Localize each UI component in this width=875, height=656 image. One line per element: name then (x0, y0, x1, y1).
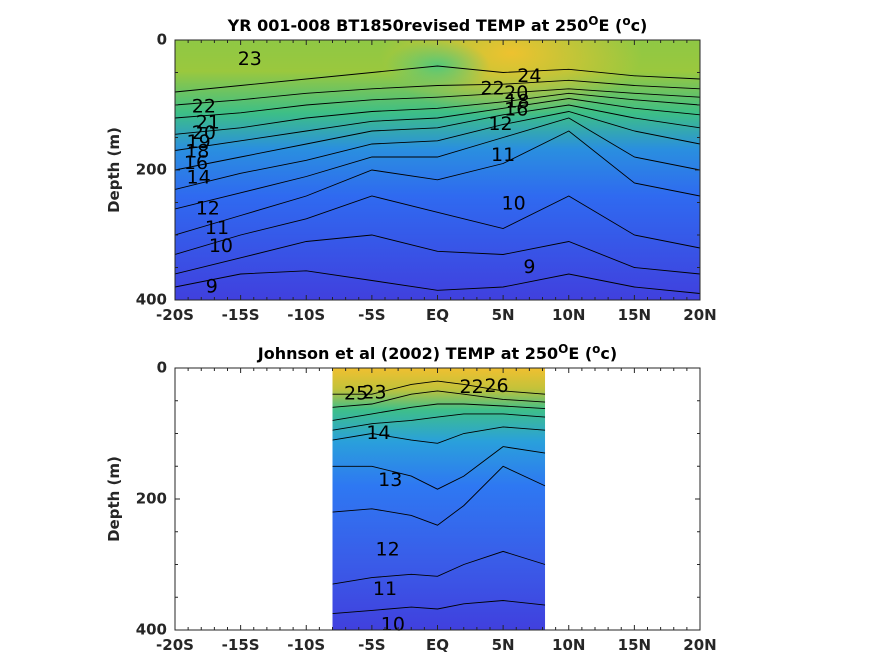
x-tick-label: 10N (552, 306, 585, 324)
contour-line (332, 413, 546, 431)
contour-label: 9 (206, 276, 218, 298)
contour-label: 21 (196, 112, 220, 134)
title-superscript: O (588, 14, 598, 28)
contour-label: 12 (376, 539, 400, 561)
x-tick-label: -15S (222, 636, 260, 654)
title-text: Johnson et al (2002) TEMP at 250 (257, 344, 558, 363)
x-tick-label: 5N (492, 636, 515, 654)
y-axis-label: Depth (m) (105, 127, 123, 213)
contour-line (332, 426, 546, 444)
contour-label: 18 (505, 90, 529, 112)
contour-line (332, 390, 546, 408)
x-tick-label: -5S (358, 306, 385, 324)
contour-label: 22 (460, 376, 484, 398)
y-tick-label: 400 (136, 621, 167, 639)
x-tick-label: -10S (287, 636, 325, 654)
contour-label: 10 (502, 192, 526, 214)
x-tick-label: -20S (156, 636, 194, 654)
title-text: YR 001-008 BT1850revised TEMP at 250 (227, 16, 589, 35)
y-tick-label: 0 (157, 359, 167, 377)
contour-line (175, 234, 700, 275)
contour-label: 10 (209, 235, 233, 257)
y-tick-label: 200 (136, 161, 167, 179)
contour-line (332, 380, 546, 395)
contour-label: 11 (491, 144, 515, 166)
x-tick-label: EQ (426, 636, 449, 654)
contour-line (175, 65, 700, 93)
contour-label: 19 (187, 131, 211, 153)
title-text-end: c) (600, 344, 617, 363)
title-text-mid: E ( (568, 344, 592, 363)
contour-label: 18 (185, 140, 209, 162)
contour-line (332, 446, 546, 490)
contour-line (175, 88, 700, 119)
chart-title: Johnson et al (2002) TEMP at 250OE (oc) (257, 342, 617, 363)
x-tick-label: 10N (552, 636, 585, 654)
x-tick-label: -10S (287, 306, 325, 324)
contour-label: 25 (344, 383, 368, 405)
contour-label: 22 (481, 77, 505, 99)
contour-label: 20 (504, 82, 528, 104)
y-tick-label: 0 (157, 31, 167, 49)
contour-line (175, 270, 700, 294)
contour-line (175, 111, 700, 190)
temperature-fill (332, 368, 546, 630)
contour-label: 13 (378, 469, 402, 491)
title-text-end: c) (631, 16, 648, 35)
contour-label: 16 (504, 99, 528, 121)
x-tick-label: 15N (618, 636, 651, 654)
equatorial-cool-fill (175, 40, 700, 300)
contour-label: 12 (488, 113, 512, 135)
x-tick-label: -15S (222, 306, 260, 324)
contour-label: 14 (187, 166, 211, 188)
contour-line (175, 195, 700, 255)
title-superscript-unit: o (622, 14, 630, 28)
title-superscript-unit: o (592, 342, 600, 356)
contour-line (175, 98, 700, 151)
x-tick-label: EQ (426, 306, 449, 324)
y-axis-label: Depth (m) (105, 456, 123, 542)
contour-label: 11 (205, 217, 229, 239)
chart-title: YR 001-008 BT1850revised TEMP at 250OE (… (227, 14, 648, 35)
contour-label: 14 (366, 422, 390, 444)
contour-line (175, 117, 700, 210)
y-tick-label: 400 (136, 291, 167, 309)
contour-line (332, 600, 546, 615)
contour-label: 23 (362, 381, 386, 403)
contour-line (332, 465, 546, 526)
x-tick-label: 15N (618, 306, 651, 324)
x-tick-label: 20N (683, 636, 716, 654)
contour-label: 9 (523, 256, 535, 278)
title-text-mid: E ( (599, 16, 623, 35)
contour-label: 12 (196, 198, 220, 220)
x-tick-label: 5N (492, 306, 515, 324)
contour-line (175, 104, 700, 171)
contour-label: 26 (484, 375, 508, 397)
temperature-field (175, 40, 700, 300)
temperature-field (332, 368, 546, 630)
contour-label: 10 (381, 613, 405, 635)
contour-label: 20 (192, 122, 216, 144)
contour-line (175, 79, 700, 106)
contour-label: 22 (192, 95, 216, 117)
contour-line (332, 403, 546, 421)
contour-label: 11 (373, 578, 397, 600)
y-tick-label: 200 (136, 490, 167, 508)
contour-label: 23 (238, 48, 262, 70)
contour-line (175, 92, 700, 135)
x-tick-label: -5S (358, 636, 385, 654)
contour-label: 16 (184, 152, 208, 174)
x-tick-label: -20S (156, 306, 194, 324)
contour-label: 24 (517, 65, 541, 87)
contour-line (332, 550, 546, 585)
title-superscript: O (558, 342, 568, 356)
contour-line (175, 130, 700, 236)
x-tick-label: 20N (683, 306, 716, 324)
